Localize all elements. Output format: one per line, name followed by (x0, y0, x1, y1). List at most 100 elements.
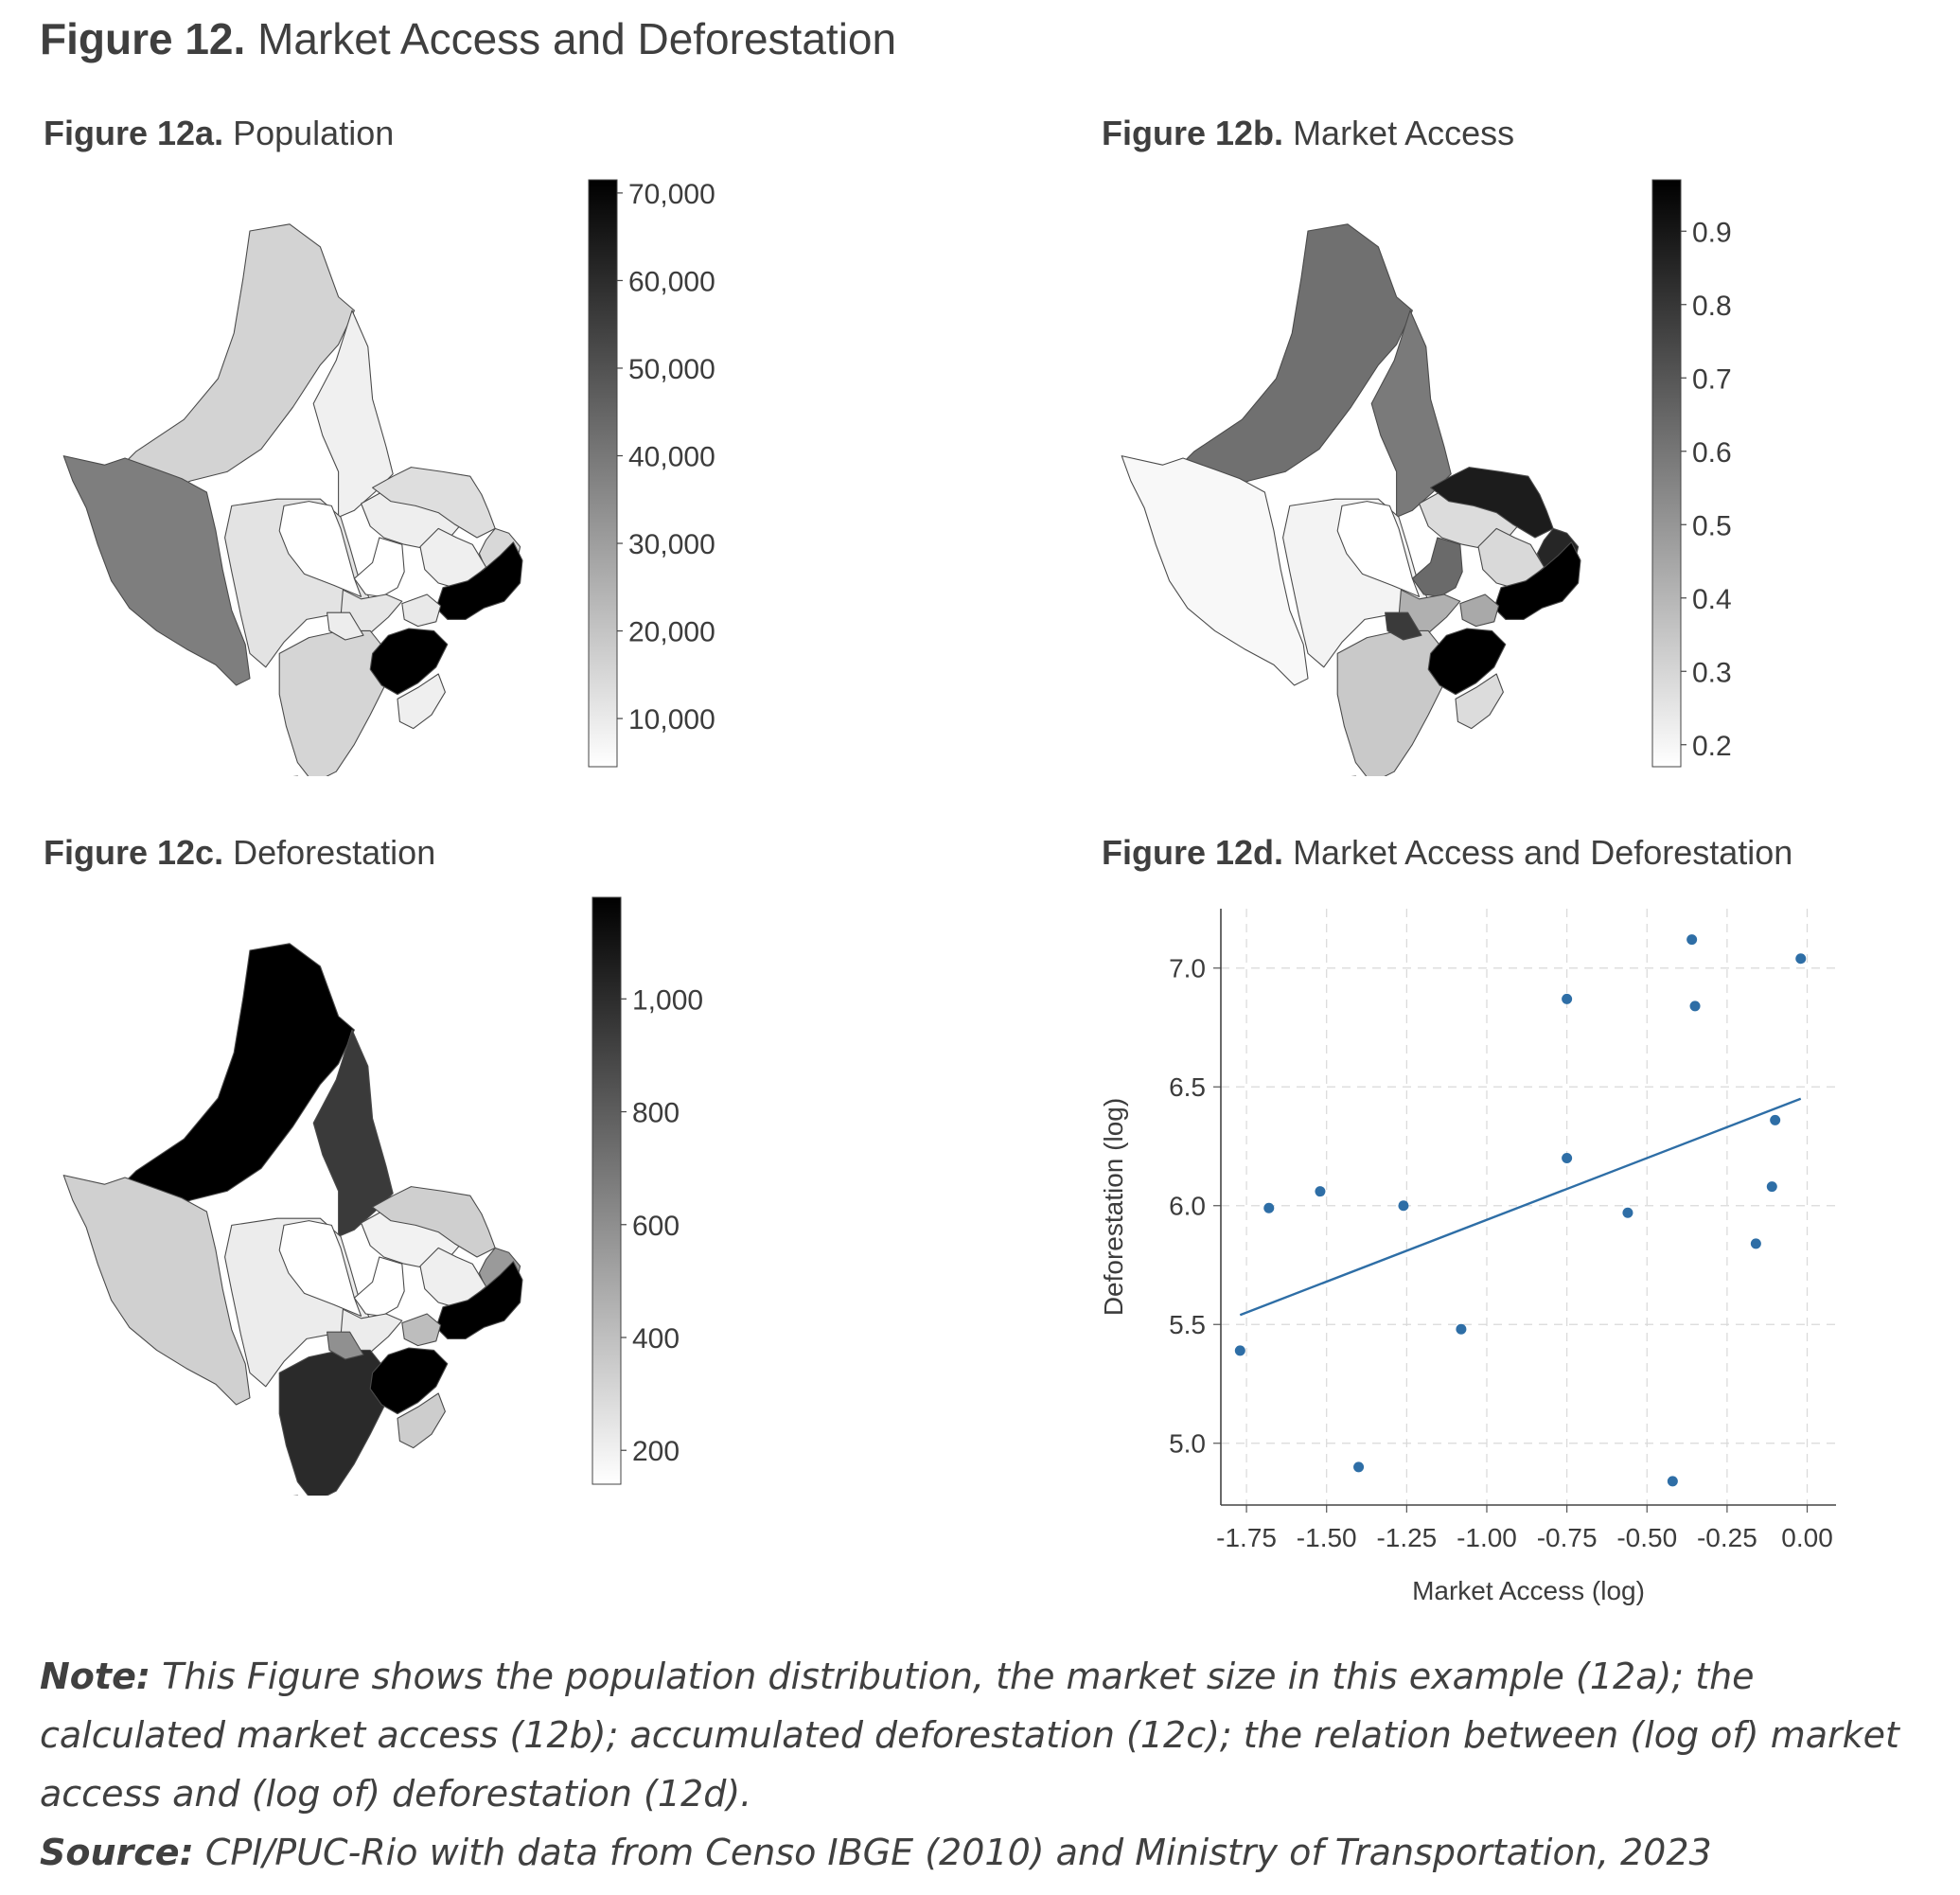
market-access-map (1121, 223, 1581, 776)
y-axis-label: Deforestation (log) (1099, 1098, 1128, 1316)
x-tick-label: -1.25 (1376, 1523, 1437, 1552)
map-region-a-1 (115, 223, 355, 499)
colorbar-label-a-4: 30,000 (628, 529, 715, 560)
colorbar-gradient-b (1651, 179, 1682, 768)
figure-title-text: Market Access and Deforestation (257, 14, 897, 63)
colorbar-label-a-1: 60,000 (628, 266, 715, 297)
colorbar-label-c-2: 600 (632, 1211, 680, 1242)
colorbar-label-b-4: 0.5 (1692, 510, 1732, 541)
panel-d-title: Figure 12d. Market Access and Deforestat… (1102, 833, 1792, 873)
map-region-a-14 (435, 541, 523, 620)
scatter-point-2 (1263, 1202, 1275, 1213)
x-axis-label: Market Access (log) (1412, 1576, 1645, 1605)
note-label: Note: (40, 1656, 151, 1697)
map-region-a-12 (278, 629, 389, 776)
colorbar-label-a-2: 50,000 (628, 354, 715, 385)
figure-note: Note: This Figure shows the population d… (40, 1647, 1933, 1882)
panel-d-title-text: Market Access and Deforestation (1293, 833, 1793, 872)
map-regions (1121, 223, 1581, 776)
map-region-c-17 (397, 1392, 446, 1449)
map-region-b-17 (1455, 673, 1504, 730)
map-region-b-5 (1336, 501, 1421, 597)
y-tick-label: 7.0 (1169, 954, 1206, 983)
scatter-point-3 (1315, 1186, 1326, 1197)
source-paragraph: Source: CPI/PUC-Rio with data from Censo… (40, 1823, 1933, 1882)
map-regions (62, 943, 523, 1496)
map-region-c-7 (353, 1256, 405, 1317)
y-tick-label: 6.5 (1169, 1072, 1206, 1102)
panel-a-label: Figure 12a. (44, 114, 224, 152)
note-paragraph: Note: This Figure shows the population d… (40, 1647, 1933, 1823)
panel-b-label: Figure 12b. (1102, 114, 1284, 152)
scatter-point-10 (1667, 1476, 1678, 1487)
panel-c-label: Figure 12c. (44, 833, 224, 872)
map-region-b-2 (1370, 310, 1452, 518)
x-tick-label: -1.75 (1216, 1523, 1277, 1552)
colorbar-gradient-a (588, 179, 618, 768)
map-region-b-7 (1411, 537, 1463, 597)
map-region-c-14 (435, 1261, 523, 1339)
panel-a-title: Figure 12a. Population (44, 114, 394, 153)
deforestation-map (62, 943, 523, 1496)
map-region-b-15 (1427, 628, 1507, 696)
colorbar-label-b-1: 0.8 (1692, 291, 1732, 322)
map-region-b-13 (1385, 611, 1422, 641)
fit-line (1239, 1097, 1802, 1317)
scatter-point-5 (1398, 1200, 1409, 1212)
colorbar-label-c-0: 1,000 (632, 984, 703, 1016)
map-region-a-8 (372, 467, 496, 539)
scatter-point-8 (1562, 1153, 1573, 1164)
scatter-point-7 (1562, 993, 1573, 1004)
map-region-c-13 (327, 1331, 364, 1360)
panel-d-label: Figure 12d. (1102, 833, 1284, 872)
y-tick-label: 5.5 (1169, 1310, 1206, 1339)
map-region-b-14 (1493, 541, 1581, 620)
colorbar-label-a-0: 70,000 (628, 179, 715, 210)
colorbar-label-b-7: 0.2 (1692, 731, 1732, 762)
map-region-b-16 (1459, 593, 1500, 628)
y-tick-label: 5.0 (1169, 1429, 1206, 1459)
map-region-a-7 (353, 537, 405, 597)
map-region-c-5 (278, 1220, 362, 1317)
map-region-a-3 (62, 455, 251, 686)
colorbar-label-c-3: 400 (632, 1323, 680, 1355)
population-colorbar: 70,000 60,000 50,000 40,000 30,000 20,000 10,0… (588, 179, 715, 768)
panel-c-title: Figure 12c. Deforestation (44, 833, 435, 873)
map-regions (62, 223, 523, 776)
map-region-c-2 (312, 1029, 394, 1237)
x-tick-label: -0.75 (1537, 1523, 1598, 1552)
panel-b-title: Figure 12b. Market Access (1102, 114, 1514, 153)
map-region-c-16 (401, 1313, 442, 1347)
market-access-colorbar: 0.9 0.8 0.7 0.6 0.5 0.4 0.3 0.2 (1651, 179, 1732, 768)
map-region-a-5 (278, 501, 362, 597)
panel-b-title-text: Market Access (1293, 114, 1515, 152)
source-label: Source: (40, 1832, 194, 1873)
x-tick-label: -1.50 (1297, 1523, 1357, 1552)
colorbar-label-c-4: 200 (632, 1436, 680, 1467)
map-region-b-8 (1430, 467, 1554, 539)
map-region-c-3 (62, 1175, 251, 1406)
y-tick-label: 6.0 (1169, 1192, 1206, 1221)
map-region-c-1 (115, 943, 355, 1218)
x-tick-label: -0.50 (1616, 1523, 1677, 1552)
map-region-b-12 (1336, 629, 1447, 776)
x-tick-label: -1.00 (1457, 1523, 1517, 1552)
colorbar-label-b-0: 0.9 (1692, 217, 1732, 248)
colorbar-label-a-5: 20,000 (628, 617, 715, 648)
population-map (62, 223, 523, 776)
scatter-point-13 (1750, 1238, 1761, 1249)
colorbar-label-a-6: 10,000 (628, 704, 715, 735)
note-text: This Figure shows the population distrib… (40, 1656, 1899, 1815)
map-region-b-3 (1121, 455, 1309, 686)
map-region-a-17 (397, 673, 446, 730)
map-region-c-8 (372, 1186, 496, 1258)
x-tick-label: 0.00 (1781, 1523, 1833, 1552)
colorbar-label-b-3: 0.6 (1692, 437, 1732, 469)
scatter-point-4 (1353, 1461, 1365, 1473)
scatter-point-15 (1770, 1114, 1781, 1125)
map-region-a-2 (312, 310, 394, 518)
colorbar-label-b-6: 0.3 (1692, 657, 1732, 688)
map-region-b-1 (1173, 223, 1413, 499)
colorbar-gradient-c (592, 896, 622, 1485)
